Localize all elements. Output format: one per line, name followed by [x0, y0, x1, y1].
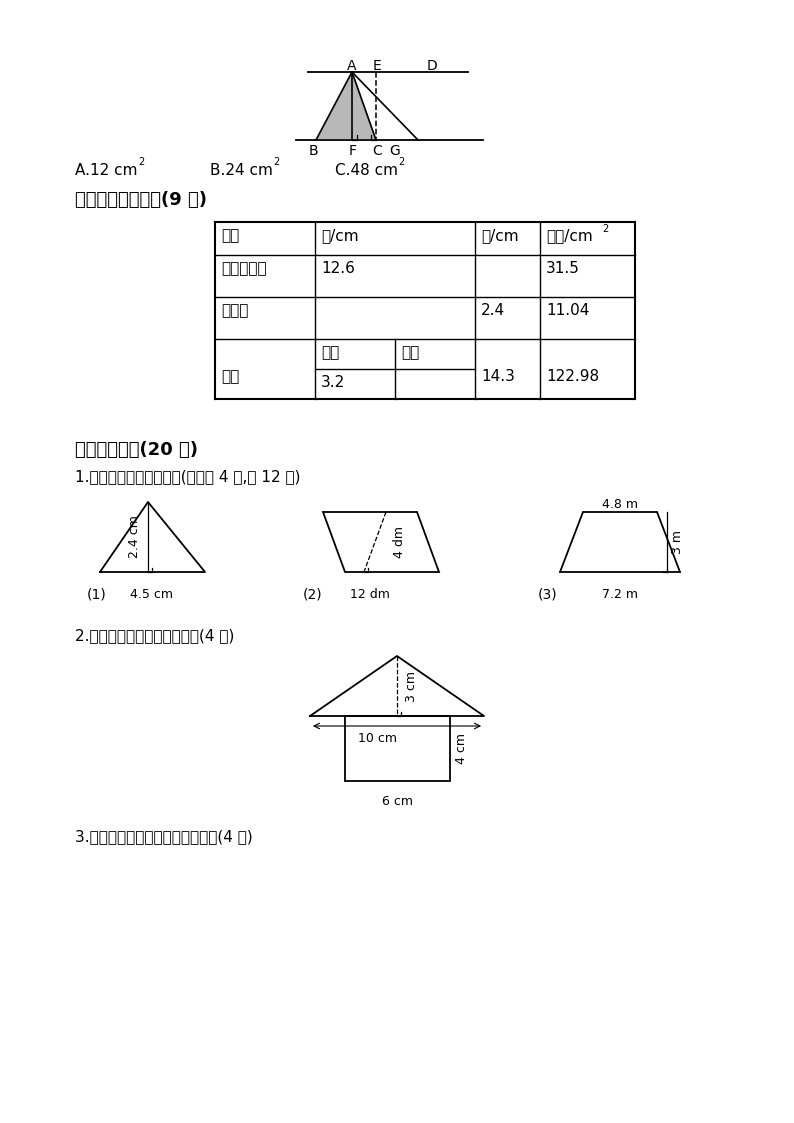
Text: 梯形: 梯形 — [221, 369, 239, 384]
Text: (2): (2) — [303, 588, 322, 602]
Text: 4 cm: 4 cm — [455, 732, 468, 764]
Text: (3): (3) — [538, 588, 557, 602]
Text: 3 m: 3 m — [671, 530, 684, 554]
Text: 2: 2 — [602, 223, 608, 234]
Text: 2: 2 — [273, 157, 279, 167]
Text: G: G — [390, 144, 400, 158]
Text: B.24 cm: B.24 cm — [210, 163, 273, 179]
Text: 12 dm: 12 dm — [350, 588, 390, 601]
Text: 三、我会填表格。(9 分): 三、我会填表格。(9 分) — [75, 191, 207, 209]
Text: 3.2: 3.2 — [321, 375, 345, 390]
Text: 10 cm: 10 cm — [357, 732, 396, 745]
Text: 2.4 cm: 2.4 cm — [129, 515, 141, 558]
Text: 7.2 m: 7.2 m — [602, 588, 638, 601]
Text: 高/cm: 高/cm — [481, 228, 518, 243]
Text: 四、我会算。(20 分): 四、我会算。(20 分) — [75, 441, 198, 459]
Text: E: E — [372, 60, 381, 73]
Text: 2.4: 2.4 — [481, 303, 505, 318]
Text: C.48 cm: C.48 cm — [335, 163, 398, 179]
Text: F: F — [349, 144, 357, 158]
Text: C: C — [372, 144, 382, 158]
Text: 3.求下面图形中阴影部分的面积。(4 分): 3.求下面图形中阴影部分的面积。(4 分) — [75, 829, 252, 844]
Text: 下底: 下底 — [401, 345, 419, 360]
Text: 31.5: 31.5 — [546, 261, 580, 276]
Text: B: B — [308, 144, 318, 158]
Text: 11.04: 11.04 — [546, 303, 589, 318]
Polygon shape — [352, 72, 376, 140]
Text: 12.6: 12.6 — [321, 261, 355, 276]
Text: A.12 cm: A.12 cm — [75, 163, 137, 179]
Text: 2.计算下面组合图形的面积。(4 分): 2.计算下面组合图形的面积。(4 分) — [75, 628, 234, 643]
Bar — [345, 716, 450, 780]
Text: 4.5 cm: 4.5 cm — [130, 588, 174, 601]
Text: 底/cm: 底/cm — [321, 228, 359, 243]
Text: 4.8 m: 4.8 m — [602, 497, 638, 511]
Polygon shape — [316, 72, 352, 140]
Text: 2: 2 — [398, 157, 404, 167]
Text: 面积/cm: 面积/cm — [546, 228, 593, 243]
Text: 上底: 上底 — [321, 345, 339, 360]
Text: 图形: 图形 — [221, 228, 239, 243]
Text: 2: 2 — [138, 157, 145, 167]
Text: A: A — [347, 60, 357, 73]
Text: 3 cm: 3 cm — [405, 670, 418, 702]
Text: 6 cm: 6 cm — [381, 795, 413, 809]
Text: 4 dm: 4 dm — [393, 526, 406, 558]
Text: 14.3: 14.3 — [481, 369, 515, 384]
Text: 1.计算下面图形的面积。(每小题 4 分,共 12 分): 1.计算下面图形的面积。(每小题 4 分,共 12 分) — [75, 469, 300, 484]
Text: (1): (1) — [87, 588, 106, 602]
Text: 平行四边形: 平行四边形 — [221, 261, 267, 276]
Text: 122.98: 122.98 — [546, 369, 599, 384]
Text: D: D — [426, 60, 437, 73]
Text: 三角形: 三角形 — [221, 303, 249, 318]
